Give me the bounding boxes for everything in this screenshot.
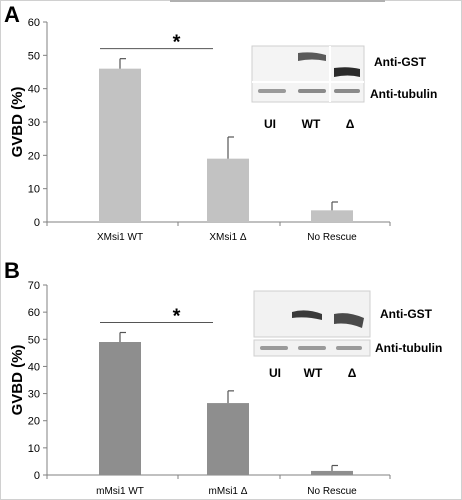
blot-b-row-label-gst: Anti-GST (380, 307, 433, 321)
panel-letter-a: A (4, 2, 20, 27)
blot-b-gst-band-wt (292, 310, 322, 320)
blot-a-lane-label-ui: UI (264, 117, 276, 131)
blot-b: Anti-GST Anti-tubulin UI WT Δ (253, 290, 442, 380)
panel-a: A 0 10 20 30 40 50 60 GVBD (%) XMsi1 WT XMsi1 Δ N… (4, 2, 437, 243)
chart-a-bars: XMsi1 WT XMsi1 Δ No Rescue * (97, 32, 357, 243)
chart-b-y-tick-label: 20 (28, 416, 40, 428)
chart-b-category-label-2: mMsi1 Δ (209, 486, 248, 497)
blot-a-tubulin-band-delta (334, 89, 360, 93)
blot-a-tubulin-band-wt (298, 89, 326, 93)
chart-b-bar-1 (99, 342, 141, 475)
chart-a-category-label-3: No Rescue (307, 232, 357, 243)
blot-a-lane-label-wt: WT (302, 117, 321, 131)
blot-a-row-label-gst: Anti-GST (374, 55, 427, 69)
chart-a-y-tick-label: 20 (28, 150, 40, 162)
blot-b-lane-label-ui: UI (269, 366, 281, 380)
blot-b-tubulin-band-ui (260, 346, 288, 350)
blot-b-row-label-tubulin: Anti-tubulin (375, 341, 442, 355)
blot-b-lane-label-delta: Δ (348, 366, 357, 380)
blot-a-tubulin-band-ui (258, 89, 286, 93)
chart-b-y-tick-label: 30 (28, 389, 40, 401)
chart-b-category-label-1: mMsi1 WT (96, 486, 144, 497)
chart-b-bars: mMsi1 WT mMsi1 Δ No Rescue * (96, 306, 357, 498)
chart-a-category-label-2: XMsi1 Δ (209, 232, 247, 243)
chart-a-y-tick-label: 0 (34, 217, 40, 229)
chart-b-y-tick-label: 50 (28, 334, 40, 346)
panel-letter-b: B (4, 258, 20, 283)
chart-a-axes: 0 10 20 30 40 50 60 GVBD (%) (9, 17, 391, 229)
chart-a-y-tick-label: 60 (28, 17, 40, 29)
chart-a-significance-star: * (173, 32, 181, 54)
blot-a-lane-label-delta: Δ (346, 117, 355, 131)
chart-a-bar-2 (207, 158, 249, 222)
chart-a-y-tick-label: 30 (28, 117, 40, 129)
chart-b-y-tick-label: 70 (28, 280, 40, 292)
chart-a-y-tick-label: 40 (28, 84, 40, 96)
chart-b-y-tick-label: 60 (28, 307, 40, 319)
chart-a-y-tick-label: 50 (28, 50, 40, 62)
chart-a-bar-3 (311, 210, 353, 222)
chart-b-y-tick-label: 40 (28, 361, 40, 373)
blot-a-row-label-tubulin: Anti-tubulin (370, 87, 437, 101)
blot-b-tubulin-band-wt (298, 346, 326, 350)
chart-b-y-tick-label: 0 (34, 470, 40, 482)
chart-b-category-label-3: No Rescue (307, 486, 357, 497)
chart-b-significance-star: * (173, 306, 181, 328)
chart-a-bar-1 (99, 68, 141, 223)
chart-b-y-tick-label: 10 (28, 443, 40, 455)
chart-a-y-tick-label: 10 (28, 184, 40, 196)
blot-a-gst-band-delta (334, 67, 360, 77)
blot-b-lane-label-wt: WT (304, 366, 323, 380)
chart-a-category-label-1: XMsi1 WT (97, 232, 143, 243)
blot-b-gst-band-delta (334, 313, 364, 328)
chart-b-bar-3 (311, 470, 353, 475)
blot-a: Anti-GST Anti-tubulin UI WT Δ (251, 45, 437, 131)
chart-a-y-axis-label: GVBD (%) (9, 87, 26, 158)
chart-b-bar-2 (207, 403, 249, 475)
blot-b-tubulin-band-delta (336, 346, 362, 350)
chart-b-y-axis-label: GVBD (%) (9, 345, 26, 416)
blot-a-gst-band-wt (298, 52, 326, 61)
